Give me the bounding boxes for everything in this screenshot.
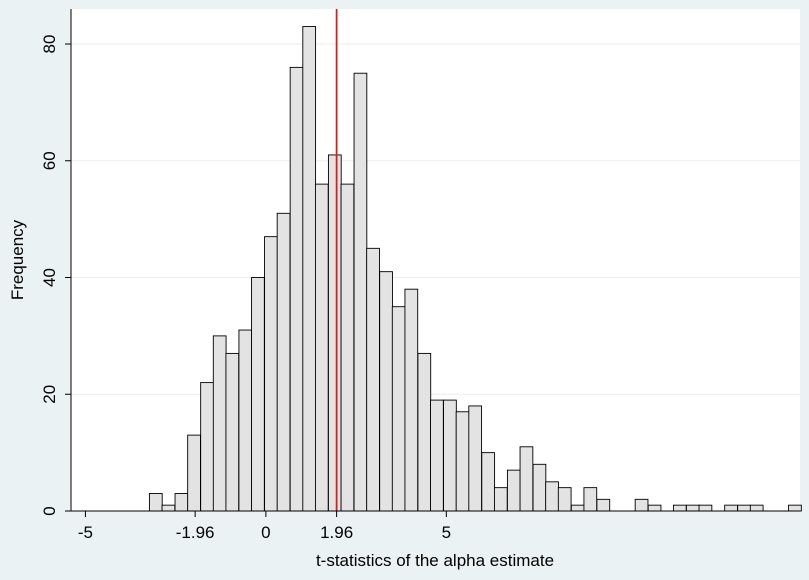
histogram-bar — [737, 504, 751, 512]
x-tick-label: -1.96 — [176, 523, 215, 542]
histogram-bar — [302, 26, 317, 512]
histogram-bars — [148, 26, 802, 512]
histogram-bar — [519, 446, 534, 512]
histogram-bar — [251, 277, 265, 512]
y-tick-label: 60 — [40, 151, 59, 170]
y-tick-label: 40 — [40, 268, 59, 287]
x-tick-label: -5 — [78, 523, 93, 542]
histogram-bar — [788, 504, 802, 512]
histogram-bar — [225, 352, 240, 512]
histogram-bar — [174, 493, 189, 512]
histogram-bar — [161, 504, 176, 512]
axes: 0 20 40 60 80 -5 -1.96 0 1.96 5 — [40, 9, 800, 542]
histogram-bar — [391, 306, 406, 512]
histogram-bar — [532, 463, 547, 512]
histogram-bar — [340, 183, 355, 512]
histogram-bar — [353, 72, 368, 512]
histogram-bar — [506, 469, 521, 512]
histogram-bar — [238, 329, 253, 512]
histogram-bar — [634, 498, 649, 512]
histogram-bar — [481, 452, 496, 512]
histogram-bar — [264, 236, 278, 512]
histogram-bar — [314, 183, 329, 512]
x-axis-title: t-statistics of the alpha estimate — [316, 551, 554, 570]
histogram-bar — [417, 352, 432, 512]
histogram-bar — [570, 504, 585, 512]
y-tick-label: 0 — [40, 506, 59, 515]
histogram-bar — [685, 504, 700, 512]
histogram-bar — [672, 504, 687, 512]
histogram-bar — [366, 247, 380, 512]
histogram-bar — [468, 405, 483, 512]
histogram-bar — [187, 434, 201, 512]
x-tick-label: 0 — [261, 523, 270, 542]
x-tick-label: 5 — [442, 523, 451, 542]
gridlines — [71, 43, 800, 395]
histogram-bar — [698, 504, 713, 512]
histogram-bar — [557, 487, 572, 512]
histogram-bar — [545, 481, 559, 512]
histogram-bar — [430, 399, 444, 512]
histogram-bar — [148, 493, 163, 512]
histogram-bar — [647, 504, 662, 512]
histogram-bar — [276, 212, 291, 512]
y-tick-label: 80 — [40, 35, 59, 54]
histogram-bar — [493, 487, 508, 512]
histogram-bar — [583, 487, 598, 512]
histogram-bar — [749, 504, 764, 512]
histogram-bar — [327, 154, 342, 512]
histogram-bar — [212, 335, 227, 512]
x-tick-label: 1.96 — [320, 523, 353, 542]
histogram-bar — [455, 411, 470, 512]
y-axis-title: Frequency — [8, 219, 27, 300]
histogram-bar — [379, 271, 393, 512]
histogram-bar — [200, 382, 214, 512]
histogram-bar — [724, 504, 738, 512]
histogram-bar — [443, 399, 457, 512]
histogram-bar — [289, 66, 304, 512]
y-tick-label: 20 — [40, 385, 59, 404]
histogram-bar — [596, 498, 611, 512]
histogram-bar — [404, 288, 419, 512]
